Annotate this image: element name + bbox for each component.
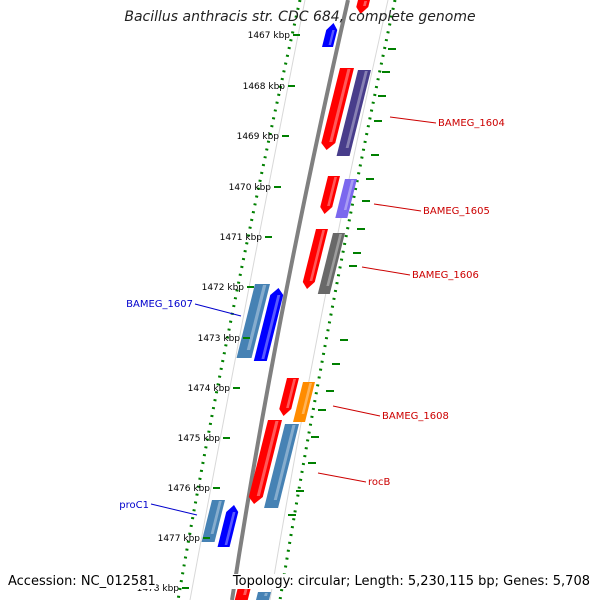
gene-feature-proc1-b-body [217, 505, 239, 547]
gene-feature-bameg-1605-b-body [335, 179, 357, 218]
scale-tick-label-3: 1470 kbp [229, 183, 272, 193]
scale-tick-label-11: 1478 kbp [137, 584, 180, 594]
gene-feature-rocb-a-body [248, 420, 282, 504]
gene-label-bameg-1604: BAMEG_1604 [438, 118, 505, 129]
gene-feature-bameg-1605-a [320, 176, 340, 214]
scale-tick-label-7: 1474 kbp [188, 384, 231, 394]
gene-feature-bameg-1607-b-body [253, 288, 284, 361]
scale-tick-label-6: 1473 kbp [198, 334, 241, 344]
gene-feature-rocb-b-body [264, 424, 299, 508]
gene-feature-bameg-1604-a-body [321, 68, 354, 150]
gene-feature-bameg-1607-a [236, 284, 270, 358]
gene-feature-bameg-1607-a-body [236, 284, 270, 358]
gene-feature-bameg-1608-a [279, 378, 299, 416]
gene-feature-bameg-1606-a [302, 229, 328, 289]
scale-tick-label-2: 1469 kbp [237, 132, 280, 142]
accession-text: Accession: NC_012581 [8, 574, 156, 589]
gene-label-bameg-1606-leader [361, 266, 411, 276]
gene-feature-top-blue-body [322, 23, 338, 47]
gene-feature-proc1-a [201, 500, 225, 542]
gene-feature-rocb-a-highlight [256, 421, 279, 496]
gene-label-bameg-1606: BAMEG_1606 [412, 270, 479, 281]
gene-label-rocb-leader [317, 472, 367, 483]
gene-labels: BAMEG_1604 BAMEG_1605 BAMEG_1606 BAMEG_1607… [119, 116, 505, 516]
scale-tick-label-9: 1476 kbp [168, 484, 211, 494]
gene-feature-top-red-body [356, 0, 370, 14]
genome-summary-text: Topology: circular; Length: 5,230,115 bp… [228, 574, 590, 589]
gene-feature-bameg-1607-b-highlight [261, 295, 281, 359]
gene-feature-bameg-1608-a-highlight [286, 379, 296, 408]
gene-feature-bameg-1605-a-highlight [327, 177, 337, 206]
gene-feature-bameg-1607-b [253, 288, 284, 361]
gene-feature-bameg-1605-a-body [320, 176, 340, 214]
gene-feature-bameg-1606-b [317, 233, 345, 294]
gene-features [201, 0, 371, 600]
gene-feature-bameg-1604-a-highlight [329, 69, 351, 142]
gene-feature-rocb-b-highlight [273, 425, 296, 500]
gene-label-bameg-1608-leader [332, 405, 381, 417]
scale-ticks: 1467 kbp 1468 kbp 1469 kbp 1470 kbp 1471 kbp… [137, 31, 396, 594]
scale-tick-label-8: 1475 kbp [178, 434, 221, 444]
scale-tick-label-0: 1467 kbp [248, 31, 291, 41]
gene-feature-bameg-1608-b-body [293, 382, 315, 422]
gene-feature-rocb-b [264, 424, 299, 508]
gene-feature-bameg-1607-a-highlight [246, 285, 267, 350]
gene-feature-bottom-blue-highlight [264, 593, 268, 596]
gene-feature-proc1-a-highlight [210, 501, 222, 534]
gene-feature-bameg-1608-b [293, 382, 315, 422]
gene-feature-bameg-1606-b-body [317, 233, 345, 294]
gene-feature-top-blue [322, 23, 338, 47]
gene-feature-rocb-a [248, 420, 282, 504]
gene-feature-top-red-highlight [363, 1, 367, 6]
gene-feature-proc1-b [217, 505, 239, 547]
scale-tick-label-1: 1468 kbp [243, 82, 286, 92]
gene-feature-bameg-1604-b-body [336, 70, 371, 156]
gene-label-bameg-1607-leader [194, 303, 242, 317]
scale-tick-label-10: 1477 kbp [158, 534, 201, 544]
gene-feature-bottom-blue-body [255, 592, 271, 600]
genome-backbone [230, 0, 350, 600]
inner-guide-line [189, 0, 306, 600]
scale-tick-label-5: 1472 kbp [202, 283, 245, 293]
outer-guide-line [269, 0, 389, 600]
gene-label-proc1: proC1 [119, 500, 149, 511]
gene-feature-proc1-b-highlight [224, 512, 236, 545]
scale-tick-label-4: 1471 kbp [220, 233, 263, 243]
gene-feature-bameg-1605-b-highlight [343, 180, 354, 210]
gene-feature-bameg-1605-b [335, 179, 357, 218]
gene-label-bameg-1604-leader [389, 116, 437, 124]
gene-feature-bottom-blue [255, 592, 271, 600]
backbone-layer [189, 0, 389, 600]
gene-feature-top-blue-highlight [328, 30, 335, 45]
gene-feature-bameg-1608-b-highlight [301, 383, 312, 414]
gene-feature-bameg-1604-b [336, 70, 371, 156]
gene-label-bameg-1607: BAMEG_1607 [126, 299, 193, 310]
gene-feature-proc1-a-body [201, 500, 225, 542]
gene-label-bameg-1608: BAMEG_1608 [382, 411, 449, 422]
gene-label-bameg-1605-leader [373, 203, 422, 212]
gene-feature-bameg-1606-b-highlight [326, 234, 342, 286]
gene-label-rocb: rocB [368, 477, 391, 488]
gene-feature-top-red [356, 0, 370, 14]
gene-feature-bameg-1604-b-highlight [345, 71, 368, 148]
gene-label-proc1-leader [150, 503, 198, 516]
map-title: Bacillus anthracis str. CDC 684, complet… [124, 9, 476, 25]
gene-feature-bameg-1606-a-body [302, 229, 328, 289]
gene-feature-bameg-1604-a [321, 68, 354, 150]
gene-feature-bameg-1608-a-body [279, 378, 299, 416]
gene-label-bameg-1605: BAMEG_1605 [423, 206, 490, 217]
gene-feature-bameg-1606-a-highlight [309, 230, 325, 281]
